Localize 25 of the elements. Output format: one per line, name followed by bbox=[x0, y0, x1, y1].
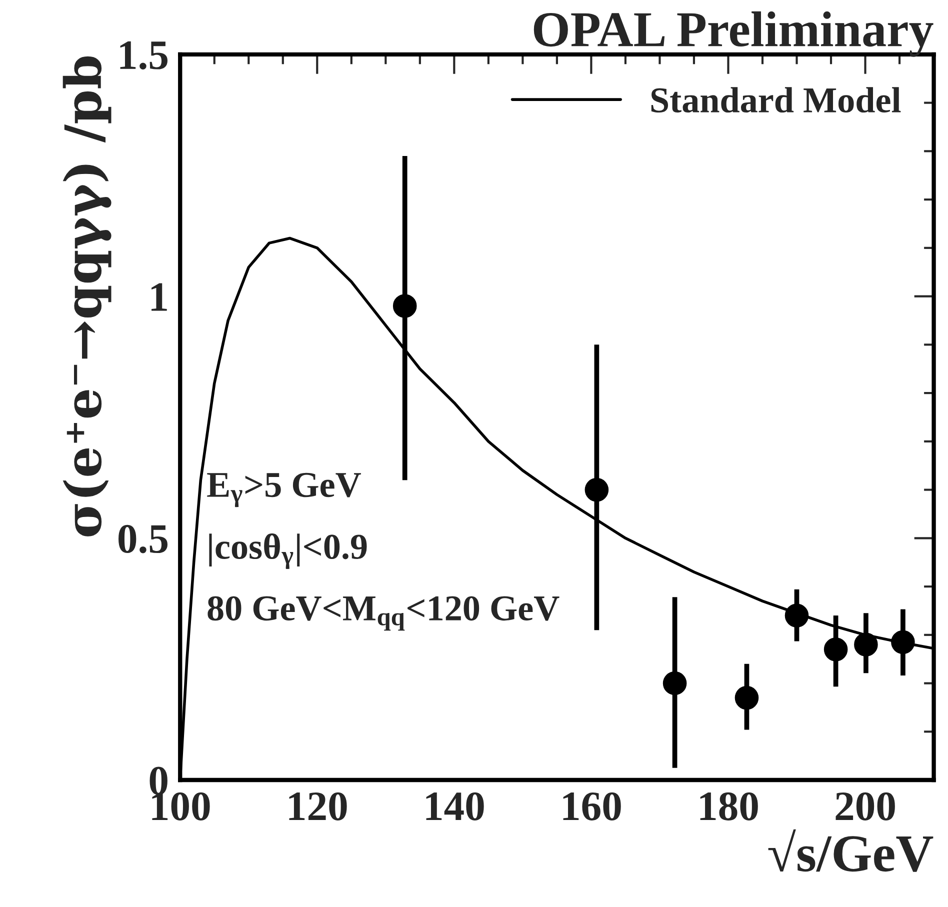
annotation: 80 GeV<M$_{qq}$<120 GeV bbox=[208, 596, 560, 631]
y-tick-label: 1.5 bbox=[120, 41, 168, 70]
annotation: E$_{γ}$>5 GeV bbox=[207, 472, 361, 508]
annotation: |cosθ$_{γ}$|<0.9 bbox=[209, 533, 367, 570]
x-tick-label: 140 bbox=[426, 792, 484, 820]
point bbox=[824, 638, 848, 662]
legend-label: Standard Model bbox=[651, 87, 901, 113]
x-tick-label: 180 bbox=[700, 792, 758, 820]
chart-title: OPAL Preliminary bbox=[534, 11, 934, 57]
x-tick-label: 160 bbox=[563, 792, 621, 820]
point bbox=[584, 478, 609, 502]
point bbox=[854, 632, 878, 656]
point bbox=[784, 604, 809, 628]
y-tick-label: 0.5 bbox=[118, 524, 168, 554]
x-axis-title: √s/GeV bbox=[768, 829, 934, 872]
point bbox=[734, 686, 759, 710]
y-tick-label: 1 bbox=[152, 283, 167, 311]
x-tick-label: 100 bbox=[152, 792, 210, 820]
point bbox=[891, 630, 915, 654]
point bbox=[392, 294, 417, 318]
x-tick-label: 200 bbox=[836, 792, 895, 820]
y-tick-label: 0 bbox=[150, 766, 168, 795]
point bbox=[662, 671, 687, 696]
x-tick-label: 120 bbox=[289, 792, 347, 820]
y-axis-title: σ(e⁺e⁻→qqγγ) /pb bbox=[62, 56, 112, 536]
